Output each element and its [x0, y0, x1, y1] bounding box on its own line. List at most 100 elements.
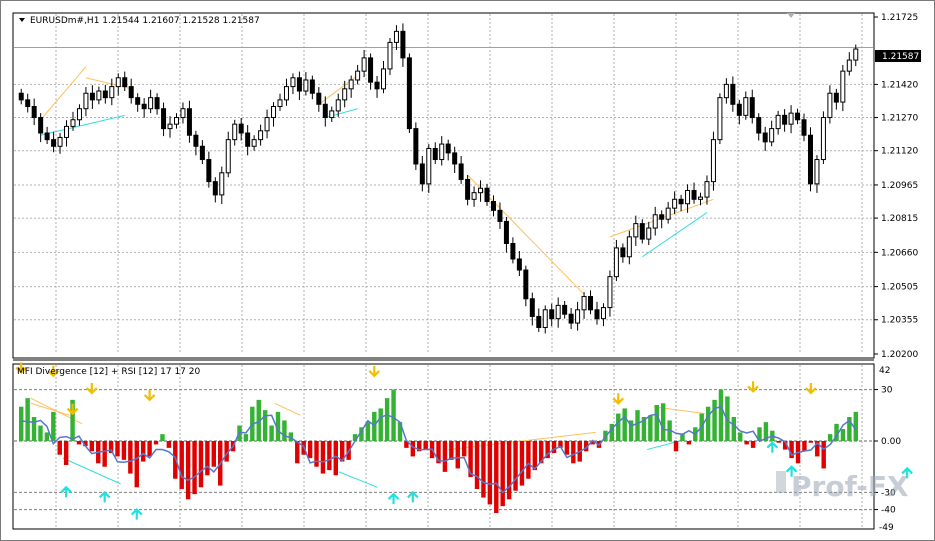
- candle-body: [199, 145, 205, 161]
- histogram-bar: [628, 420, 634, 441]
- histogram-bar: [731, 417, 737, 441]
- candle-body: [555, 304, 561, 320]
- candle-body: [193, 134, 199, 147]
- candle-body: [128, 86, 134, 99]
- candle-body: [393, 30, 399, 43]
- candle-body: [167, 123, 173, 130]
- candle-body: [296, 77, 302, 92]
- sell-arrow-icon: [143, 389, 156, 402]
- buy-arrow-icon: [407, 490, 419, 503]
- candle-body: [549, 309, 555, 320]
- candle-body: [413, 128, 419, 165]
- candle-body: [25, 99, 31, 107]
- candle-body: [109, 86, 115, 99]
- histogram-bar: [269, 425, 274, 441]
- candle-body: [814, 159, 820, 185]
- candle-body: [374, 81, 380, 90]
- candle-body: [303, 79, 309, 92]
- histogram-bar: [583, 441, 589, 452]
- candle-body: [749, 97, 755, 119]
- indicator-scale-top: 42: [879, 366, 890, 376]
- histogram-bar: [847, 417, 852, 441]
- histogram-bar: [57, 441, 62, 455]
- candle-body: [639, 223, 645, 240]
- price-tick-label: 1.20815: [881, 214, 918, 224]
- candle-body: [219, 172, 225, 196]
- candle-body: [840, 70, 846, 103]
- divergence-line: [40, 66, 87, 121]
- candle-body: [355, 70, 361, 81]
- buy-arrow-icon: [901, 466, 913, 479]
- candle-body: [536, 315, 542, 328]
- candle-body: [562, 304, 568, 315]
- indicator-tick-label: 30: [881, 386, 893, 396]
- histogram-bar: [76, 441, 82, 445]
- histogram-bar: [417, 441, 422, 452]
- indicator-title: MFI Divergence [12] + RSI [12] 17 17 20: [17, 367, 200, 377]
- histogram-bar: [474, 441, 480, 489]
- candle-body: [102, 90, 108, 99]
- histogram-bar: [763, 422, 769, 441]
- candle-body: [329, 110, 335, 119]
- indicator-divergence-line: [30, 402, 70, 416]
- candle-body: [277, 99, 283, 107]
- candle-body: [432, 147, 438, 161]
- histogram-bar: [564, 441, 570, 455]
- candle-body: [743, 97, 749, 116]
- histogram-bar: [590, 441, 595, 445]
- price-panel[interactable]: [12, 12, 875, 359]
- histogram-bar: [352, 434, 358, 441]
- candle-body: [730, 83, 736, 105]
- candle-body: [141, 103, 147, 110]
- histogram-bar: [295, 441, 300, 464]
- candle-body: [57, 136, 63, 147]
- candle-body: [186, 108, 192, 136]
- candle-body: [704, 181, 710, 198]
- histogram-bar: [461, 441, 467, 457]
- candle-body: [717, 97, 723, 141]
- shift-marker-icon[interactable]: [787, 13, 795, 18]
- candle-body: [206, 159, 212, 183]
- candle-body: [769, 128, 775, 143]
- candle-body: [853, 48, 859, 61]
- candle-body: [76, 108, 82, 121]
- sell-arrow-icon: [747, 381, 759, 393]
- candle-body: [652, 214, 658, 229]
- histogram-bar: [558, 441, 563, 448]
- histogram-bar: [648, 415, 653, 441]
- candle-body: [581, 296, 587, 311]
- histogram-bar: [275, 411, 281, 441]
- price-tick-label: 1.21120: [881, 147, 918, 157]
- histogram-bar: [365, 422, 371, 441]
- price-axis: 1.21725 1.21420 1.21270 1.21120 1.20965 1.208…: [874, 13, 918, 360]
- candle-body: [710, 139, 716, 183]
- candle-body: [471, 192, 477, 200]
- histogram-bar: [616, 413, 621, 441]
- sell-arrow-icon: [86, 383, 98, 395]
- price-tick-label: 1.20965: [881, 181, 918, 191]
- sell-arrow-icon: [47, 365, 60, 378]
- candle-body: [665, 207, 671, 220]
- buy-arrow-icon: [766, 441, 779, 453]
- candle-body: [419, 163, 425, 185]
- candle-body: [83, 92, 89, 110]
- candle-body: [258, 130, 264, 141]
- histogram-bar: [63, 441, 69, 465]
- candle-body: [503, 220, 509, 245]
- histogram-bar: [205, 441, 210, 476]
- candle-body: [245, 132, 251, 147]
- candle-body: [439, 143, 445, 161]
- histogram-bar: [31, 417, 37, 441]
- candle-body: [685, 189, 691, 205]
- candle-body: [594, 309, 600, 320]
- indicator-divergence-line: [338, 471, 378, 488]
- chevron-down-icon[interactable]: [19, 18, 25, 22]
- histogram-bar: [307, 441, 313, 459]
- divergence-line: [641, 212, 708, 258]
- candle-body: [161, 108, 167, 130]
- candle-body: [620, 247, 626, 258]
- histogram-bar: [25, 398, 30, 441]
- candle-body: [490, 201, 496, 211]
